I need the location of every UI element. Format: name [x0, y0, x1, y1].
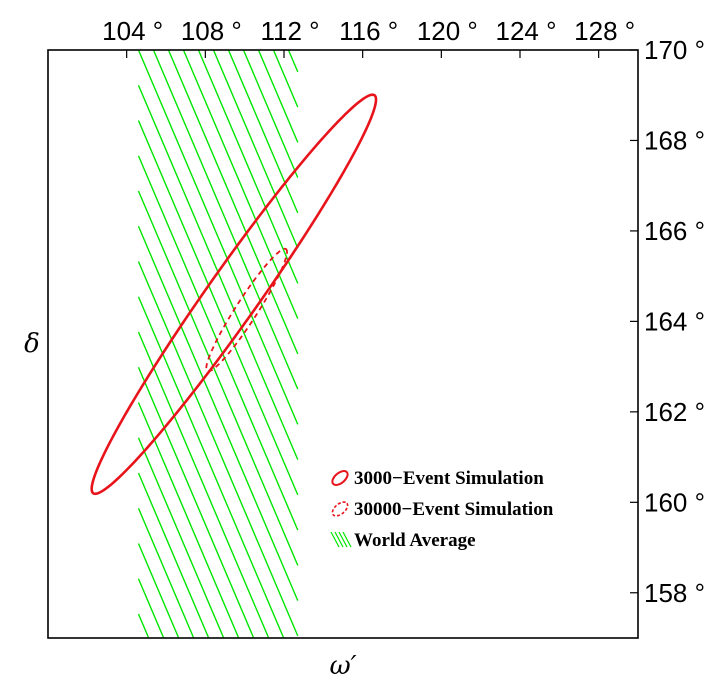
x-tick-label: 120 °	[417, 16, 478, 46]
hatch-line	[212, 50, 299, 249]
y-tick-label: 158 °	[644, 578, 705, 608]
hatch-line	[182, 50, 299, 319]
x-axis-label: ω′	[329, 651, 356, 681]
hatch-line	[137, 613, 150, 638]
y-tick-label: 170 °	[644, 35, 705, 65]
legend-label: 3000−Event Simulation	[354, 468, 544, 489]
hatch-line	[227, 50, 299, 214]
hatch-line	[242, 50, 299, 178]
legend-swatch	[330, 531, 352, 548]
hatch-line	[137, 472, 210, 638]
x-tick-label: 108 °	[181, 16, 242, 46]
legend-label: 30000−Event Simulation	[354, 499, 554, 520]
hatch-line	[167, 50, 299, 355]
y-tick-label: 166 °	[644, 216, 705, 246]
plot-frame	[47, 49, 639, 639]
x-tick-label: 104 °	[102, 16, 163, 46]
world-average-band	[137, 50, 299, 638]
hatch-line	[137, 543, 180, 638]
hatch-line	[137, 578, 165, 638]
hatch-line	[287, 50, 299, 73]
legend-label: World Average	[354, 530, 476, 551]
hatch-line	[272, 50, 299, 108]
hatch-line	[137, 437, 225, 638]
hatch-line	[137, 296, 285, 638]
y-axis-label: δ	[24, 329, 40, 359]
hatch-line	[137, 507, 195, 638]
hatch-line	[137, 120, 299, 496]
ellipse-30000-events	[205, 247, 288, 373]
hatch-line	[257, 50, 299, 143]
x-tick-label: 124 °	[495, 16, 556, 46]
hatch-line	[137, 331, 270, 638]
hatch-line	[137, 225, 299, 601]
x-axis: 104 ° 108 ° 112 ° 116 ° 120 ° 124 ° 128 °	[102, 16, 635, 58]
ellipse-3000-events	[90, 93, 378, 496]
legend-swatch	[331, 470, 349, 486]
legend: 3000−Event Simulation 30000−Event Simulat…	[330, 468, 554, 551]
hatch-line	[197, 50, 299, 284]
hatch-line	[137, 50, 299, 425]
hatch-line	[152, 50, 299, 390]
x-tick-label: 128 °	[574, 16, 635, 46]
hatch-line	[137, 261, 299, 637]
legend-swatch	[331, 501, 349, 517]
y-tick-label: 168 °	[644, 125, 705, 155]
hatch-line	[137, 366, 255, 638]
x-tick-label: 116 °	[339, 16, 398, 46]
hatch-line	[137, 190, 299, 566]
hatch-line	[137, 402, 240, 638]
x-tick-label: 112 °	[260, 16, 319, 46]
series-layer	[90, 93, 378, 496]
y-tick-label: 162 °	[644, 397, 705, 427]
y-tick-label: 164 °	[644, 306, 705, 336]
hatch-line	[137, 155, 299, 531]
y-tick-label: 160 °	[644, 487, 705, 517]
y-axis: 158 ° 160 ° 162 ° 164 ° 166 ° 168 ° 170 °	[630, 35, 705, 608]
